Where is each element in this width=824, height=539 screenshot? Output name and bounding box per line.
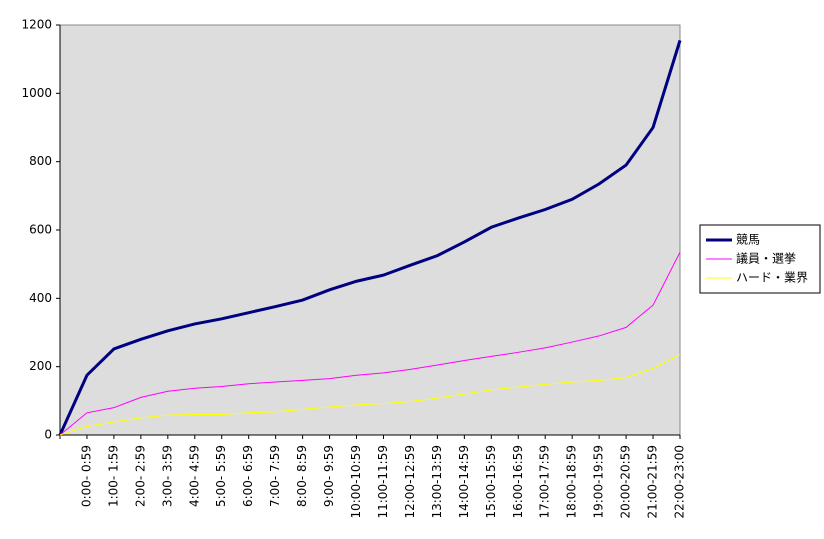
line-series [59, 354, 681, 436]
x-tick-label: 9:00- 9:59 [322, 445, 336, 507]
x-tick-label: 1:00- 1:59 [106, 445, 120, 507]
x-tick-label: 19:00-19:59 [592, 445, 606, 519]
x-tick-label: 13:00-13:59 [430, 445, 444, 519]
y-tick-label: 800 [29, 154, 52, 168]
x-tick-label: 4:00- 4:59 [187, 445, 201, 507]
x-tick-label: 10:00-10:59 [349, 445, 363, 519]
line-series [58, 39, 682, 436]
x-tick-label: 7:00- 7:59 [268, 445, 282, 507]
x-tick-label: 3:00- 3:59 [160, 445, 174, 507]
legend-label: ハード・業界 [736, 271, 808, 285]
x-tick-label: 6:00- 6:59 [241, 445, 255, 507]
y-tick-label: 1000 [21, 86, 52, 100]
line-series [59, 251, 681, 436]
x-tick-label: 17:00-17:59 [538, 445, 552, 519]
x-tick-label: 21:00-21:59 [646, 445, 660, 519]
x-tick-label: 8:00- 8:59 [295, 445, 309, 507]
y-tick-label: 600 [29, 223, 52, 237]
x-tick-label: 11:00-11:59 [376, 445, 390, 519]
x-tick-label: 20:00-20:59 [619, 445, 633, 519]
x-tick-label: 2:00- 2:59 [133, 445, 147, 507]
y-tick-label: 400 [29, 291, 52, 305]
x-tick-label: 22:00-23:00 [673, 445, 687, 519]
y-tick-label: 200 [29, 359, 52, 373]
x-tick-label: 16:00-16:59 [511, 445, 525, 519]
x-tick-label: 0:00- 0:59 [79, 445, 93, 507]
x-tick-label: 5:00- 5:59 [214, 445, 228, 507]
x-tick-label: 12:00-12:59 [403, 445, 417, 519]
legend-label: 議員・選挙 [736, 252, 796, 266]
legend-label: 競馬 [736, 232, 760, 247]
x-tick-label: 14:00-14:59 [457, 445, 471, 519]
plot-area [59, 24, 681, 436]
y-tick-label: 0 [44, 428, 52, 442]
y-tick-label: 1200 [21, 18, 52, 32]
x-tick-label: 15:00-15:59 [484, 445, 498, 519]
x-tick-label: 18:00-18:59 [565, 445, 579, 519]
